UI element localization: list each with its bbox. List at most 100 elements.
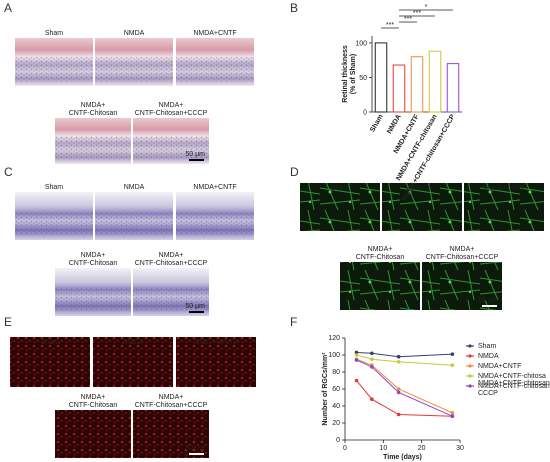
image-label: NMDA+ — [159, 252, 184, 259]
y-tick-label: 50 — [359, 75, 367, 82]
series-line — [356, 351, 453, 358]
bar — [446, 63, 460, 113]
data-point — [396, 360, 401, 364]
micrograph-texture — [15, 57, 93, 82]
y-tick-label: 20 — [332, 420, 340, 427]
significance-label: *** — [386, 22, 394, 29]
x-tick-label: NMDA — [386, 114, 403, 136]
data-point — [370, 351, 374, 356]
image-label: NMDA+ — [81, 394, 106, 401]
x-tick-label: 10 — [379, 445, 387, 452]
panel-letter: A — [4, 1, 12, 15]
micrograph — [133, 410, 209, 458]
micrograph-texture — [95, 211, 173, 236]
micrograph — [464, 183, 544, 231]
micrograph-texture — [55, 136, 131, 160]
legend-marker — [468, 374, 472, 378]
data-point — [354, 358, 359, 362]
scale-bar-label: 50 μm — [185, 151, 205, 158]
y-axis-label: (% of Sham) — [350, 54, 357, 94]
image-label: CNTF-Chitosan — [356, 254, 405, 261]
image-label: CNTF-Chitosan — [69, 402, 118, 409]
micrograph-texture — [176, 57, 254, 82]
data-point — [354, 378, 359, 383]
y-axis-label: Retinal thickness — [342, 45, 349, 103]
significance-label: * — [425, 4, 428, 11]
image-label: NMDA+ — [81, 252, 106, 259]
series-line — [356, 359, 453, 417]
data-point — [354, 353, 359, 357]
scale-bar-label: 50 μm — [185, 303, 205, 310]
y-tick-label: 120 — [328, 335, 340, 342]
micrograph-texture — [95, 57, 173, 82]
legend-marker — [468, 384, 472, 388]
legend-marker — [468, 354, 472, 358]
legend-label: NMDA — [478, 353, 499, 360]
image-label: NMDA+ — [159, 102, 184, 109]
data-point — [396, 390, 401, 395]
data-point — [450, 414, 455, 419]
x-tick-label: 0 — [343, 445, 347, 452]
y-tick-label: 100 — [355, 40, 367, 47]
data-point — [450, 363, 455, 368]
data-point — [370, 357, 374, 362]
legend-label: Sham — [478, 343, 496, 350]
image-label: CNTF-Chitosan — [69, 260, 118, 267]
series-line — [356, 354, 453, 366]
bar — [428, 50, 442, 113]
image-label: CNTF-Chitosan — [69, 110, 118, 117]
image-label: CNTF-Chitosan+CCCP — [135, 110, 208, 117]
image-label: CNTF-Chitosan+CCCP — [135, 402, 208, 409]
micrograph — [422, 262, 502, 310]
data-point — [396, 412, 401, 417]
image-label: NMDA+CNTF — [482, 185, 525, 192]
data-point — [450, 411, 455, 415]
image-label: NMDA+ — [159, 394, 184, 401]
significance-label: *** — [404, 16, 412, 23]
image-label: NMDA+CNTF — [194, 339, 237, 346]
image-label: Sham — [45, 184, 63, 191]
image-label: NMDA+CNTF — [193, 30, 236, 37]
image-label: NMDA — [124, 184, 145, 191]
image-label: Sham — [41, 339, 59, 346]
legend-marker — [468, 364, 472, 368]
image-label: NMDA — [412, 185, 433, 192]
significance-label: *** — [413, 10, 421, 17]
x-tick-label: Sham — [369, 114, 385, 134]
image-label: CNTF-Chitosan+CCCP — [135, 260, 208, 267]
bar — [374, 42, 388, 113]
image-label: NMDA+ — [81, 102, 106, 109]
micrograph-texture — [133, 136, 209, 160]
x-tick-label: 20 — [418, 445, 426, 452]
micrograph-texture — [176, 211, 254, 236]
data-point — [396, 387, 401, 391]
micrograph-texture — [15, 211, 93, 236]
y-tick-label: 40 — [332, 403, 340, 410]
legend-label: NMDA+CNTF-chitosa NMDA+CNTF-chitosan — [478, 373, 550, 387]
micrograph — [382, 183, 462, 231]
bar — [410, 56, 424, 113]
image-label: NMDA — [124, 30, 145, 37]
image-label: Sham — [331, 185, 349, 192]
image-label: NMDA+CNTF — [193, 184, 236, 191]
image-label: NMDA+ — [450, 246, 475, 253]
micrograph — [300, 183, 380, 231]
y-tick-label: 100 — [328, 352, 340, 359]
bar — [392, 64, 406, 113]
y-tick-label: 60 — [332, 386, 340, 393]
panel-letter: C — [4, 165, 13, 179]
legend-label: NMDA+CNTF — [478, 363, 521, 370]
image-label: Sham — [45, 30, 63, 37]
data-point — [370, 397, 374, 402]
legend-marker — [468, 344, 472, 348]
legend-label: NMDA+CNTF-chitosan+ CCCP — [478, 383, 550, 397]
y-tick-label: 0 — [336, 437, 340, 444]
image-label: NMDA+ — [368, 246, 393, 253]
image-label: NMDA — [123, 339, 144, 346]
data-point — [450, 352, 455, 356]
micrograph — [10, 337, 90, 387]
panel-letter: F — [290, 315, 297, 329]
data-point — [396, 354, 401, 359]
micrograph — [340, 262, 420, 310]
